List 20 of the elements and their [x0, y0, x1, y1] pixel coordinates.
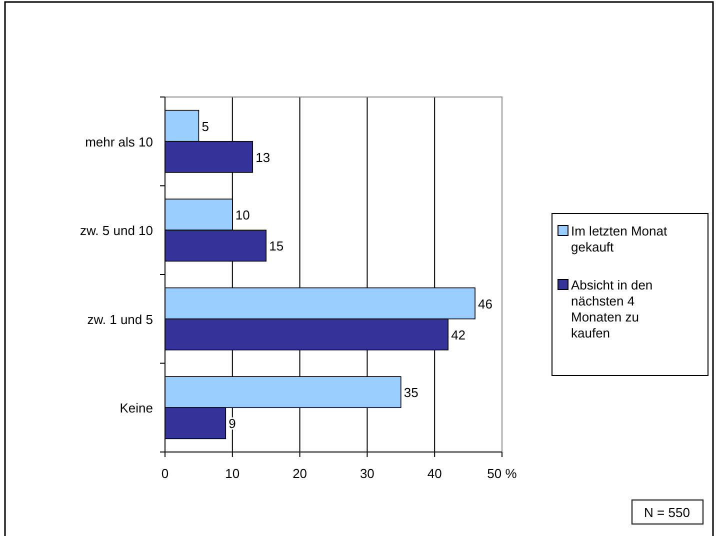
- data-label: 10: [235, 208, 250, 223]
- y-tick-label: zw. 5 und 10: [80, 223, 153, 238]
- data-label: 46: [478, 296, 493, 312]
- data-label: 15: [269, 238, 284, 254]
- y-tick-label: mehr als 10: [85, 134, 153, 150]
- data-label: 13: [256, 150, 270, 165]
- x-tick-label: 20: [292, 466, 308, 481]
- x-tick-label: 10: [225, 466, 240, 481]
- x-tick-label: 30: [360, 466, 374, 481]
- data-label: 42: [451, 327, 466, 342]
- y-tick-label: Keine: [120, 400, 153, 416]
- y-tick-label: zw. 1 und 5: [87, 312, 153, 327]
- x-tick-label: 0: [161, 466, 169, 481]
- x-tick-label: 40: [427, 466, 442, 481]
- legend-label: Absicht in den nächsten 4 Monaten zu kaufen: [571, 278, 653, 340]
- x-tick-label: 50 %: [487, 466, 518, 481]
- data-label: 5: [202, 118, 209, 134]
- legend-label: Im letzten Monat gekauft: [571, 224, 668, 254]
- text: N = 550: [644, 505, 690, 520]
- data-label: 35: [404, 385, 418, 400]
